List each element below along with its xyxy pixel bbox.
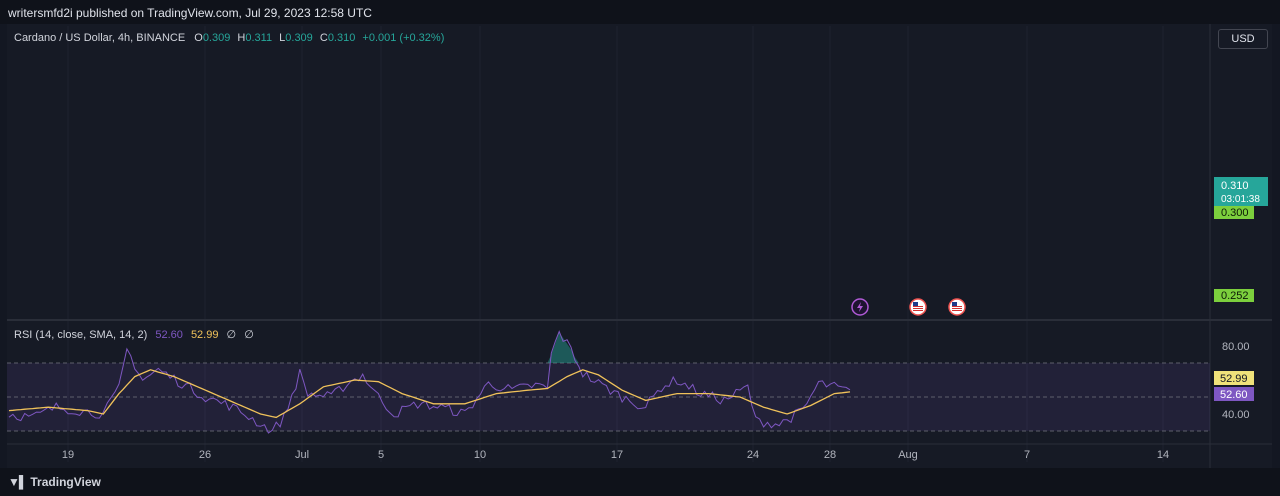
last-price-badge: 0.310 03:01:38 [1214,177,1268,206]
flag-canton [952,302,957,306]
lower-line-badge: 0.252 [1214,289,1254,302]
flag-stripe [952,308,962,309]
time-tick: 17 [611,449,623,461]
svg-text:52.99: 52.99 [1220,373,1248,385]
tradingview-logo-icon: ▼▌ [8,475,27,489]
rsi-legend[interactable]: RSI (14, close, SMA, 14, 2) 52.60 52.99 … [14,329,254,341]
time-tick: 19 [62,449,74,461]
time-tick: 5 [378,449,384,461]
time-tick: Aug [898,449,918,461]
flag-stripe [952,310,962,311]
rsi-overbought-fill [543,332,583,363]
time-tick: 26 [199,449,211,461]
flag-canton [913,302,918,306]
currency-button[interactable]: USD [1218,29,1268,49]
publisher-text: writersmfd2i published on TradingView.co… [8,6,372,20]
time-tick: 24 [747,449,759,461]
brand-text: TradingView [30,475,101,489]
svg-text:0.310: 0.310 [1221,180,1249,192]
rsi-tick: 80.00 [1222,341,1250,353]
svg-text:52.60: 52.60 [1220,389,1248,401]
time-tick: 10 [474,449,486,461]
svg-text:0.252: 0.252 [1221,290,1249,302]
flag-stripe [913,306,923,307]
svg-text:0.300: 0.300 [1221,207,1249,219]
upper-line-badge: 0.300 [1214,206,1254,219]
us-flag-icon[interactable] [948,298,966,316]
time-tick: Jul [295,449,309,461]
flag-stripe [952,306,962,307]
us-flag-icon[interactable] [909,298,927,316]
rsi-sma-badge: 52.99 [1214,371,1254,385]
footer-bar: ▼▌ TradingView [0,468,1280,496]
time-tick: 28 [824,449,836,461]
lightning-glyph [857,302,863,312]
flag-stripe [913,308,923,309]
lightning-icon[interactable] [851,298,869,316]
flag-stripe [913,310,923,311]
symbol-legend[interactable]: Cardano / US Dollar, 4h, BINANCE O0.309 … [14,32,444,44]
chart-area[interactable] [7,24,1272,468]
time-tick: 14 [1157,449,1169,461]
rsi-sma-line [8,369,851,419]
rsi-line [8,330,851,434]
publisher-bar: writersmfd2i published on TradingView.co… [0,0,1280,24]
rsi-value-badge: 52.60 [1214,387,1254,401]
rsi-tick: 40.00 [1222,409,1250,421]
tradingview-logo[interactable]: ▼▌ TradingView [8,475,101,489]
time-tick: 7 [1024,449,1030,461]
svg-text:03:01:38: 03:01:38 [1221,194,1260,205]
